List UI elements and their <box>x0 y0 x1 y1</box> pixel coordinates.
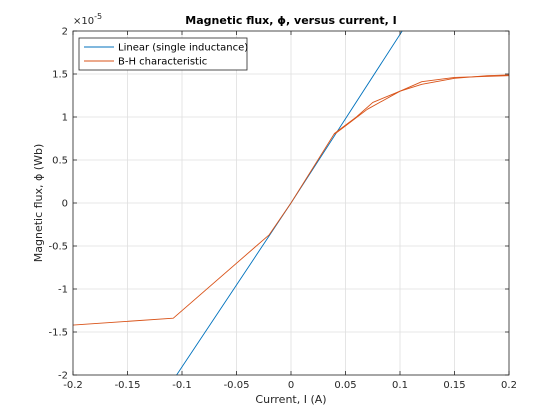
y-tick-label: -1.5 <box>48 328 68 339</box>
y-exponent-label: ×10-5 <box>73 12 102 27</box>
ticks <box>72 30 510 376</box>
series-line-1 <box>72 74 510 326</box>
x-tick-label: 0.05 <box>334 380 356 391</box>
legend: Linear (single inductance) B-H character… <box>78 37 248 71</box>
legend-label-linear: Linear (single inductance) <box>118 43 248 54</box>
y-axis-label: Magnetic flux, ϕ (Wb) <box>32 144 45 262</box>
y-tick-label: 0 <box>62 199 68 210</box>
y-tick-label: 2 <box>62 27 68 38</box>
legend-box <box>78 37 248 71</box>
x-tick-label: 0 <box>288 380 294 391</box>
y-tick-label: -1 <box>58 285 68 296</box>
y-exponent-power: -5 <box>94 12 102 21</box>
tick-labels: -0.2 -0.15 -0.1 -0.05 0 0.05 0.1 0.15 0.2 -2 -1.5 -… <box>48 27 516 392</box>
y-exponent-base: ×10 <box>73 16 94 27</box>
series-line-2 <box>334 75 510 135</box>
legend-label-bh: B-H characteristic <box>118 57 207 68</box>
series-layer <box>72 30 510 376</box>
x-tick-label: -0.2 <box>63 380 83 391</box>
chart-title: Magnetic flux, ϕ, versus current, I <box>185 14 396 27</box>
x-tick-label: 0.1 <box>392 380 408 391</box>
y-tick-label: 0.5 <box>52 156 68 167</box>
x-axis-label: Current, I (A) <box>255 393 326 406</box>
x-tick-label: 0.15 <box>443 380 465 391</box>
x-tick-label: -0.05 <box>224 380 250 391</box>
y-tick-label: -0.5 <box>48 242 68 253</box>
grid <box>72 30 510 376</box>
x-tick-label: -0.1 <box>172 380 192 391</box>
y-tick-label: 1.5 <box>52 70 68 81</box>
x-tick-label: -0.15 <box>115 380 141 391</box>
y-tick-label: 1 <box>62 113 68 124</box>
y-tick-label: -2 <box>58 371 68 382</box>
x-tick-label: 0.2 <box>501 380 517 391</box>
